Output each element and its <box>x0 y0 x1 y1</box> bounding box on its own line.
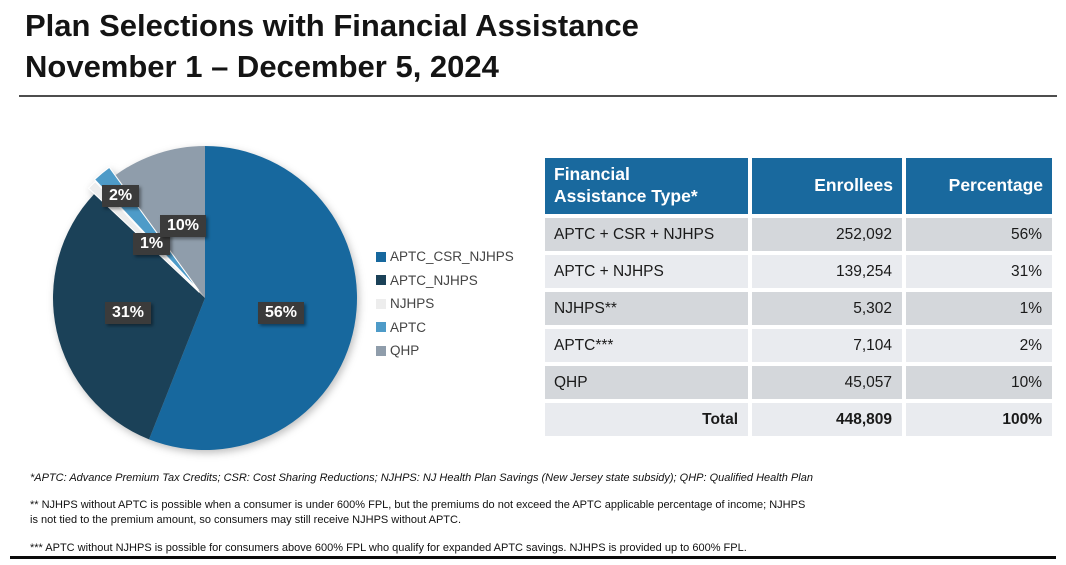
legend-label: APTC <box>390 319 427 335</box>
table-row: APTC + NJHPS 139,254 31% <box>545 255 1052 288</box>
legend-swatch-icon <box>376 251 386 262</box>
pie-label-qhp: 10% <box>160 215 207 237</box>
pie-svg <box>52 146 358 450</box>
chart-legend: APTC_CSR_NJHPS APTC_NJHPS NJHPS APTC QHP <box>376 245 536 363</box>
legend-item-aptc-csr-njhps: APTC_CSR_NJHPS <box>376 245 536 269</box>
cell-total-enrollees: 448,809 <box>752 403 902 436</box>
legend-label: QHP <box>390 343 420 359</box>
cell-enrollees: 45,057 <box>752 366 902 399</box>
cell-type: QHP <box>545 366 748 399</box>
cell-enrollees: 139,254 <box>752 255 902 288</box>
legend-swatch-icon <box>376 298 386 309</box>
legend-label: NJHPS <box>390 296 435 312</box>
header-percentage: Percentage <box>906 158 1052 214</box>
table-total-row: Total 448,809 100% <box>545 403 1052 436</box>
cell-type: APTC + NJHPS <box>545 255 748 288</box>
cell-total-label: Total <box>545 403 748 436</box>
page-title-line1: Plan Selections with Financial Assistanc… <box>25 8 639 43</box>
legend-item-njhps: NJHPS <box>376 292 536 316</box>
cell-enrollees: 7,104 <box>752 329 902 362</box>
table-row: APTC*** 7,104 2% <box>545 329 1052 362</box>
cell-percentage: 1% <box>906 292 1052 325</box>
pie-label-njhps: 1% <box>133 233 171 255</box>
legend-label: APTC_NJHPS <box>390 272 478 288</box>
page-title-line2: November 1 – December 5, 2024 <box>25 49 499 84</box>
cell-percentage: 2% <box>906 329 1052 362</box>
cell-type: APTC*** <box>545 329 748 362</box>
cell-type: APTC + CSR + NJHPS <box>545 218 748 251</box>
cell-percentage: 56% <box>906 218 1052 251</box>
legend-swatch-icon <box>376 345 386 356</box>
legend-item-qhp: QHP <box>376 339 536 363</box>
legend-swatch-icon <box>376 322 386 333</box>
legend-item-aptc-njhps: APTC_NJHPS <box>376 269 536 293</box>
cell-percentage: 10% <box>906 366 1052 399</box>
title-underline <box>19 95 1057 97</box>
pie-label-aptc: 2% <box>102 185 140 207</box>
cell-type: NJHPS** <box>545 292 748 325</box>
cell-enrollees: 252,092 <box>752 218 902 251</box>
legend-label: APTC_CSR_NJHPS <box>390 249 514 265</box>
footnote-abbreviations: *APTC: Advance Premium Tax Credits; CSR:… <box>30 472 813 484</box>
pie-label-aptc-csr-njhps: 56% <box>258 302 305 324</box>
pie-label-aptc-njhps: 31% <box>105 302 152 324</box>
page-title: Plan Selections with Financial Assistanc… <box>25 5 985 87</box>
cell-percentage: 31% <box>906 255 1052 288</box>
cell-enrollees: 5,302 <box>752 292 902 325</box>
header-financial-assistance-type: Financial Assistance Type* <box>545 158 748 214</box>
legend-item-aptc: APTC <box>376 316 536 340</box>
footnote-aptc-without-njhps: *** APTC without NJHPS is possible for c… <box>30 542 747 554</box>
cell-total-percentage: 100% <box>906 403 1052 436</box>
table-row: APTC + CSR + NJHPS 252,092 56% <box>545 218 1052 251</box>
table-row: NJHPS** 5,302 1% <box>545 292 1052 325</box>
table-header-row: Financial Assistance Type* Enrollees Per… <box>545 158 1052 214</box>
pie-chart: 56% 31% 1% 2% 10% <box>20 140 390 462</box>
table-row: QHP 45,057 10% <box>545 366 1052 399</box>
footnote-njhps-without-aptc: ** NJHPS without APTC is possible when a… <box>30 499 806 526</box>
bottom-rule <box>10 556 1056 559</box>
header-enrollees: Enrollees <box>752 158 902 214</box>
financial-assistance-table: Financial Assistance Type* Enrollees Per… <box>541 154 1056 440</box>
legend-swatch-icon <box>376 275 386 286</box>
pie-slice-aptc_csr_njhps <box>149 146 358 450</box>
